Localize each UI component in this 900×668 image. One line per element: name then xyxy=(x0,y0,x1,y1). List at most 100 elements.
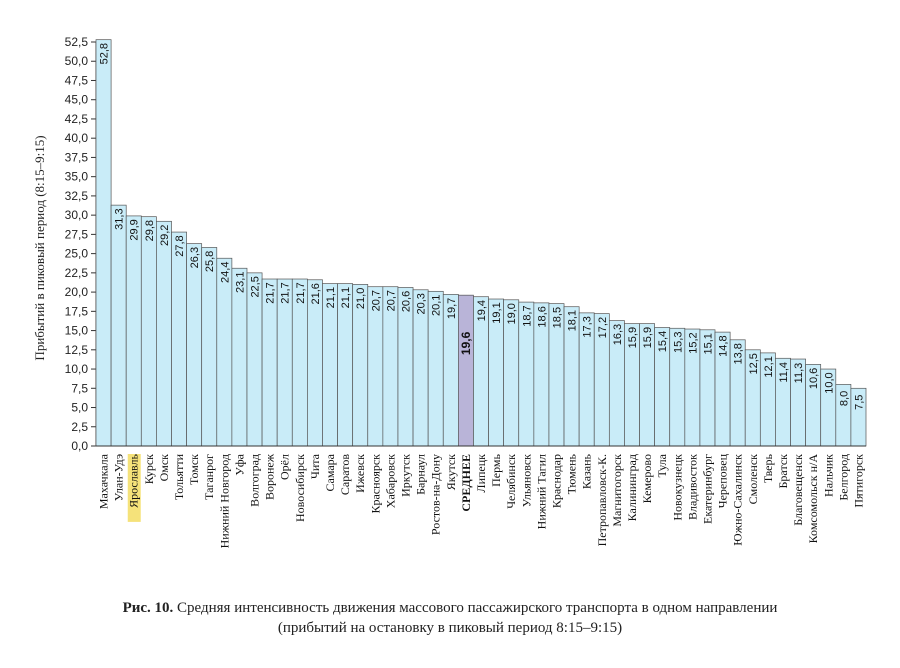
y-tick-label: 27,5 xyxy=(65,227,89,241)
bar-value-label: 14,8 xyxy=(718,335,730,356)
x-tick-label: Улан-Удэ xyxy=(112,454,126,501)
x-tick-label: Екатеринбург xyxy=(700,454,714,524)
y-tick-label: 47,5 xyxy=(65,73,89,87)
x-tick-label: Красноярск xyxy=(368,454,382,514)
bar-value-label: 18,1 xyxy=(567,310,579,331)
bar xyxy=(216,257,233,447)
x-tick-label: Таганрог xyxy=(202,454,216,500)
y-tick-label: 52,5 xyxy=(65,35,89,49)
bar-value-label: 7,5 xyxy=(853,395,865,410)
x-tick-label: Благовещенск xyxy=(791,454,805,526)
bar-value-label: 15,9 xyxy=(627,327,639,348)
bar-chart: 0,0 2,5 5,0 7,5 10,0 12,5 15,0 17,5 20,0 22,5 25,0… xyxy=(32,35,867,548)
x-tick-label: Тула xyxy=(655,453,669,477)
x-tick-label: Смоленск xyxy=(746,454,760,505)
bar-value-label: 20,3 xyxy=(416,293,428,314)
bar-value-label: 15,1 xyxy=(702,333,714,354)
bar-value-label: 15,3 xyxy=(672,332,684,353)
x-tick-label: Тверь xyxy=(761,453,775,483)
bar-value-label: 31,3 xyxy=(114,208,126,229)
bar-value-label: 19,4 xyxy=(476,300,488,321)
x-tick-label: Калининград xyxy=(625,454,639,521)
x-tick-label: Челябинск xyxy=(504,454,518,509)
bar-value-label: 15,4 xyxy=(657,331,669,352)
bar-value-label: 8,0 xyxy=(838,391,850,406)
bar xyxy=(458,294,474,447)
x-tick-label: Пермь xyxy=(489,453,503,486)
x-tick-label: Махачкала xyxy=(97,453,111,509)
bar-value-label: 21,7 xyxy=(295,282,307,303)
caption-prefix: Рис. 10. xyxy=(122,600,174,616)
bar xyxy=(125,215,142,447)
bar xyxy=(156,220,172,447)
y-tick-label: 25,0 xyxy=(65,247,89,261)
x-tick-label: СРЕДНЕЕ xyxy=(459,454,473,512)
bar-value-label: 21,7 xyxy=(265,282,277,303)
bar-value-label: 15,9 xyxy=(642,327,654,348)
x-tick-label: Иркутск xyxy=(399,454,413,497)
x-tick-label: Владивосток xyxy=(685,454,699,520)
x-tick-label: Тольятти xyxy=(172,453,186,500)
bar-value-label: 20,1 xyxy=(431,295,443,316)
bar-value-label: 27,8 xyxy=(174,235,186,256)
y-tick-label: 15,0 xyxy=(65,324,89,338)
y-tick-label: 32,5 xyxy=(65,189,89,203)
bar-value-label: 18,5 xyxy=(551,307,563,328)
y-tick-label: 7,5 xyxy=(71,381,88,395)
x-tick-label: Ярославль xyxy=(127,453,141,507)
bar-value-label: 17,3 xyxy=(582,316,594,337)
y-tick-label: 17,5 xyxy=(65,304,89,318)
bar-value-label: 21,6 xyxy=(310,283,322,304)
x-tick-label: Курск xyxy=(142,454,156,484)
bar-value-label: 24,4 xyxy=(219,262,231,283)
bar-value-label: 52,8 xyxy=(99,43,111,64)
x-tick-label: Нальчик xyxy=(821,454,835,497)
y-tick-label: 2,5 xyxy=(71,420,88,434)
x-tick-label: Нижний Новгород xyxy=(217,454,231,548)
highlight-marker xyxy=(127,454,141,522)
bar-value-label: 16,3 xyxy=(612,324,624,345)
x-tick-label: Липецк xyxy=(474,454,488,493)
x-tick-label: Саратов xyxy=(338,454,352,495)
bar-value-label: 18,6 xyxy=(536,306,548,327)
bar-value-label: 12,5 xyxy=(748,353,760,374)
bar xyxy=(186,243,203,447)
x-tick-label: Белгород xyxy=(836,454,850,501)
bar-value-label: 21,1 xyxy=(325,287,337,308)
bar xyxy=(140,216,157,447)
bar xyxy=(201,247,218,447)
y-tick-label: 42,5 xyxy=(65,112,89,126)
bar-value-label: 11,3 xyxy=(793,363,805,384)
y-tick-label: 22,5 xyxy=(65,266,89,280)
y-tick-label: 30,0 xyxy=(65,208,89,222)
x-tick-label: Нижний Тагил xyxy=(534,454,548,529)
bar-value-label: 22,5 xyxy=(250,276,262,297)
x-tick-label: Комсомольск н/А xyxy=(806,454,820,544)
bar-value-label: 29,8 xyxy=(144,220,156,241)
y-tick-label: 12,5 xyxy=(65,343,89,357)
y-tick-label: 0,0 xyxy=(71,439,88,453)
bar-value-label: 21,7 xyxy=(280,282,292,303)
bar xyxy=(171,231,187,447)
x-tick-label: Ижевск xyxy=(353,454,367,493)
y-tick-label: 40,0 xyxy=(65,131,89,145)
bar-value-label: 20,6 xyxy=(401,291,413,312)
bar-value-label: 29,9 xyxy=(129,219,141,240)
x-tick-label: Южно-Сахалинск xyxy=(731,454,745,546)
bar-value-label: 19,7 xyxy=(446,298,458,319)
caption-line-1: Рис. 10. Средняя интенсивность движения … xyxy=(0,598,900,618)
y-tick-label: 10,0 xyxy=(65,362,89,376)
bar-value-label: 17,2 xyxy=(597,317,609,338)
x-tick-label: Тюмень xyxy=(565,453,579,494)
y-tick-label: 35,0 xyxy=(65,170,89,184)
bar-value-label: 23,1 xyxy=(234,272,246,293)
x-tick-label: Орёл xyxy=(278,454,292,480)
x-tick-label: Барнаул xyxy=(414,454,428,495)
bar xyxy=(110,204,127,447)
caption-text-1: Средняя интенсивность движения массового… xyxy=(177,600,778,616)
y-tick-label: 37,5 xyxy=(65,150,89,164)
y-tick-label: 50,0 xyxy=(65,54,89,68)
bar-value-label: 10,6 xyxy=(808,368,820,389)
bar-value-label: 19,6 xyxy=(459,331,473,355)
x-tick-label: Пятигорск xyxy=(851,454,865,508)
